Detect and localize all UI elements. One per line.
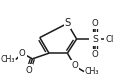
Text: O: O [92,50,98,59]
Text: CH₃: CH₃ [85,67,99,76]
Text: Cl: Cl [106,34,114,44]
Text: O: O [71,61,78,70]
Text: O: O [92,19,98,28]
Text: O: O [19,49,26,58]
Text: CH₃: CH₃ [0,55,15,64]
Text: S: S [92,34,98,44]
Text: O: O [25,66,32,75]
Text: S: S [64,18,71,28]
